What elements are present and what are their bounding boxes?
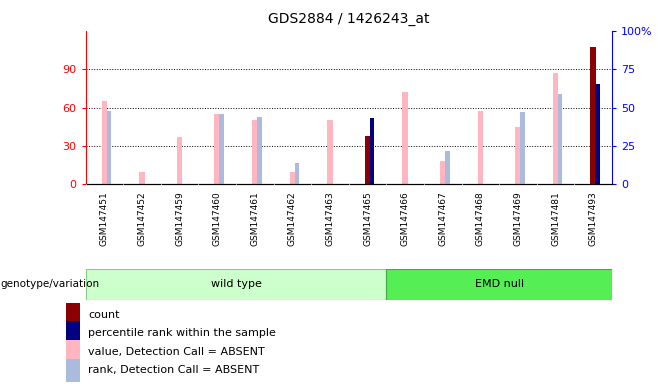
Text: GSM147463: GSM147463 [326,191,334,246]
Bar [365,136,370,184]
Bar [66,303,80,326]
Text: GSM147467: GSM147467 [438,191,447,246]
Text: GSM147462: GSM147462 [288,191,297,246]
Text: wild type: wild type [211,279,261,289]
Bar [219,114,224,184]
Text: EMD null: EMD null [474,279,524,289]
Text: GSM147468: GSM147468 [476,191,485,246]
Text: genotype/variation: genotype/variation [1,279,100,289]
Text: value, Detection Call = ABSENT: value, Detection Call = ABSENT [88,347,265,357]
Bar [295,163,299,184]
Bar [66,321,80,345]
Bar [177,137,182,184]
Bar [558,94,563,184]
Bar [595,84,600,184]
Bar [257,117,261,184]
Text: GSM147459: GSM147459 [175,191,184,246]
Bar [290,172,295,184]
Text: GSM147481: GSM147481 [551,191,560,246]
Text: GSM147461: GSM147461 [250,191,259,246]
Text: GSM147465: GSM147465 [363,191,372,246]
Bar [139,172,145,184]
Bar [327,120,333,184]
FancyBboxPatch shape [386,269,612,300]
Bar [440,161,445,184]
Text: rank, Detection Call = ABSENT: rank, Detection Call = ABSENT [88,366,259,376]
Bar [370,118,374,184]
FancyBboxPatch shape [86,269,386,300]
Bar [478,111,483,184]
Bar [515,127,520,184]
Text: GSM147452: GSM147452 [138,191,147,246]
Text: GSM147460: GSM147460 [213,191,222,246]
Bar [520,112,524,184]
Bar [553,73,559,184]
Title: GDS2884 / 1426243_at: GDS2884 / 1426243_at [268,12,430,25]
Bar [252,120,257,184]
Bar [107,111,111,184]
Bar [402,92,408,184]
Text: count: count [88,310,120,320]
Text: GSM147469: GSM147469 [513,191,522,246]
Bar [445,151,449,184]
Bar [101,101,107,184]
Text: GSM147466: GSM147466 [401,191,410,246]
Bar [66,359,80,382]
Text: GSM147493: GSM147493 [589,191,597,246]
Text: percentile rank within the sample: percentile rank within the sample [88,328,276,338]
Bar [590,47,596,184]
Text: GSM147451: GSM147451 [100,191,109,246]
Bar [66,340,80,364]
Bar [215,114,220,184]
